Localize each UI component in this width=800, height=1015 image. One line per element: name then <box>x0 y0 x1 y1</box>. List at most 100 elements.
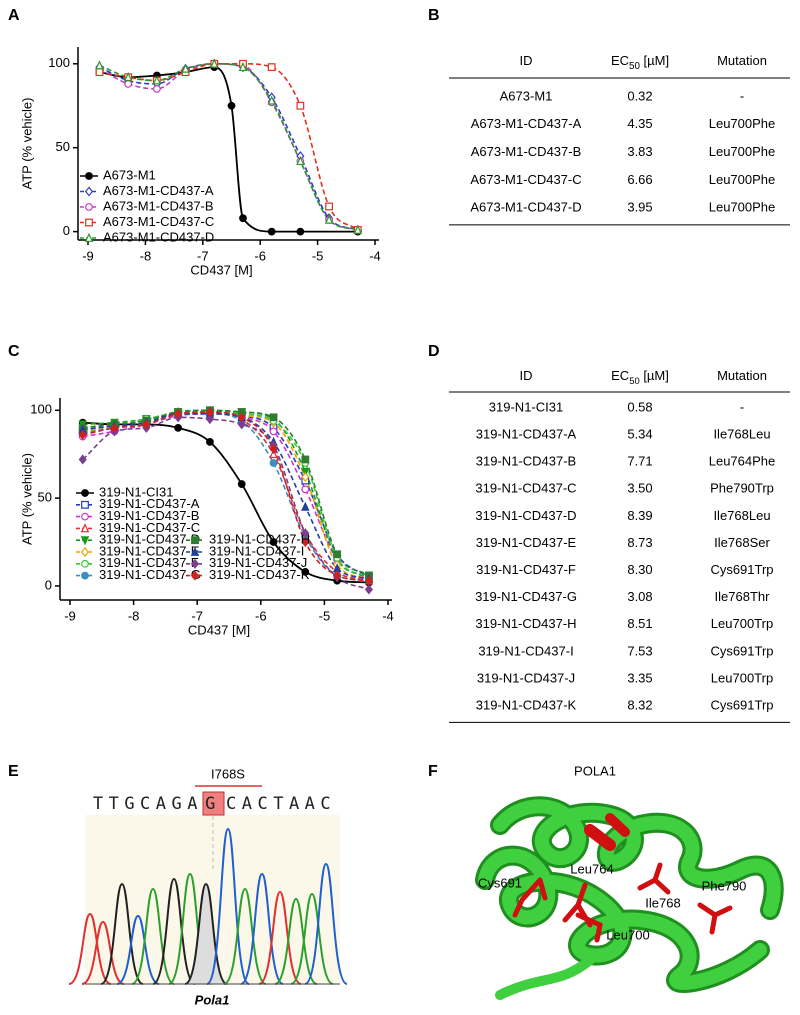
legend-label: 319-N1-CD437-G <box>99 567 201 582</box>
header-text: ID <box>520 368 533 383</box>
data-point <box>152 85 161 93</box>
table-cell: A673-M1-CD437-D <box>470 200 581 215</box>
legend-marker <box>85 203 93 211</box>
table-cell: 319-N1-CD437-A <box>476 427 577 442</box>
legend-label: 319-N1-CD437-C <box>99 520 200 535</box>
legend-marker <box>80 536 90 546</box>
legend-marker <box>81 512 89 521</box>
data-point <box>205 406 214 418</box>
header-text: Mutation <box>717 53 767 68</box>
data-point <box>301 536 310 548</box>
table-cell: Leu700Trp <box>711 616 773 631</box>
table-cell: 8.39 <box>627 508 652 523</box>
table-cell: 3.35 <box>627 670 652 685</box>
table-cell: - <box>740 399 744 414</box>
x-tick-label: -5 <box>319 608 331 623</box>
fit-curve <box>82 409 370 577</box>
legend-label: A673-M1-CD437-D <box>103 229 214 244</box>
header-text: EC <box>611 368 629 383</box>
table-header: EC50 [µM] <box>611 53 669 71</box>
data-point <box>353 224 363 234</box>
legend-marker <box>80 523 90 533</box>
residue-label: Cys691 <box>478 875 522 890</box>
trace-peak <box>116 914 160 985</box>
table-cell: 319-N1-CD437-I <box>478 643 573 658</box>
panel-letter: D <box>428 343 440 360</box>
x-axis-label: CD437 [M] <box>188 622 250 637</box>
trace-peak <box>131 887 175 985</box>
table-header: ID <box>520 368 533 383</box>
data-point <box>267 227 276 236</box>
table-cell: Leu700Phe <box>709 172 776 187</box>
fit-curve <box>82 409 370 578</box>
table-cell: Leu700Phe <box>709 116 776 131</box>
legend-marker <box>190 546 200 556</box>
chart: 0 50 100 -9 -8 -7 -6 -5 -4 ATP (% vehicle) CD437 [… <box>19 47 381 277</box>
fit-curve <box>99 66 358 233</box>
chromatogram-traces <box>68 827 348 985</box>
sequence-panel: I768S TTGCAGA G CACTAAC Pola1 <box>68 766 348 1007</box>
residue-label: Ile768 <box>645 895 680 910</box>
table-cell: 319-N1-CD437-C <box>475 481 576 496</box>
x-tick-label: -8 <box>128 608 140 623</box>
fit-curve <box>82 413 370 580</box>
data-point <box>174 423 183 432</box>
trace-peak <box>274 897 318 985</box>
table-cell: Cys691Trp <box>710 698 773 713</box>
table-cell: 0.32 <box>627 88 652 103</box>
legend-label: 319-N1-CD437-B <box>99 508 199 523</box>
table-cell: A673-M1-CD437-C <box>470 172 581 187</box>
legend-marker <box>81 500 89 509</box>
data-point <box>324 214 334 224</box>
table-cell: 319-N1-CD437-H <box>475 616 576 631</box>
table-header: EC50 [µM] <box>611 368 669 386</box>
table-header: ID <box>520 53 533 68</box>
table-cell: Leu700Phe <box>709 200 776 215</box>
table-cell: A673-M1-CD437-A <box>471 116 582 131</box>
legend-marker <box>80 546 90 558</box>
table-cell: 8.51 <box>627 616 652 631</box>
trace-peak <box>304 862 348 985</box>
data-point <box>301 485 310 494</box>
data-point <box>301 567 310 576</box>
data-point <box>267 95 276 105</box>
trace-peak <box>258 890 302 985</box>
legend-label: A673-M1 <box>103 167 156 182</box>
table-header: Mutation <box>717 368 767 383</box>
table-cell: 5.34 <box>627 427 652 442</box>
data-point <box>333 570 342 581</box>
legend-label: 319-N1-CD437-A <box>99 496 200 511</box>
header-text: Mutation <box>717 368 767 383</box>
x-tick-label: -4 <box>382 608 394 623</box>
data-point <box>78 429 87 440</box>
table-cell: 7.71 <box>627 454 652 469</box>
data-point <box>269 427 278 436</box>
data-point <box>239 214 247 223</box>
legend-label: A673-M1-CD437-B <box>103 198 214 213</box>
y-tick-label: 100 <box>48 55 70 70</box>
data-point <box>124 80 133 88</box>
sequence-highlight: G <box>205 794 221 814</box>
table-cell: 319-N1-CD437-K <box>476 698 577 713</box>
table-cell: 319-N1-CD437-G <box>475 589 577 604</box>
header-text: ID <box>520 53 533 68</box>
panel-letter: A <box>8 7 20 24</box>
data-point <box>333 550 342 559</box>
data-point <box>238 61 248 72</box>
data-point <box>296 227 305 236</box>
table-cell: 319-N1-CD437-F <box>476 562 576 577</box>
data-point <box>269 413 278 422</box>
legend-marker <box>85 172 93 180</box>
structure-panel: POLA1 Cys691 Leu764 Ile768 Phe790 Leu700 <box>475 763 784 1000</box>
table-cell: 319-N1-CD437-D <box>475 508 576 523</box>
table-cell: Ile768Leu <box>713 508 770 523</box>
y-tick-label: 50 <box>38 490 52 505</box>
data-point <box>269 443 278 454</box>
data-point <box>174 408 183 419</box>
x-tick-label: -7 <box>191 608 203 623</box>
data-point <box>364 575 373 586</box>
data-point <box>95 68 104 77</box>
legend-label: 319-N1-CD437-F <box>99 555 199 570</box>
y-axis-label: ATP (% vehicle) <box>19 453 34 545</box>
header-text: EC <box>611 53 629 68</box>
